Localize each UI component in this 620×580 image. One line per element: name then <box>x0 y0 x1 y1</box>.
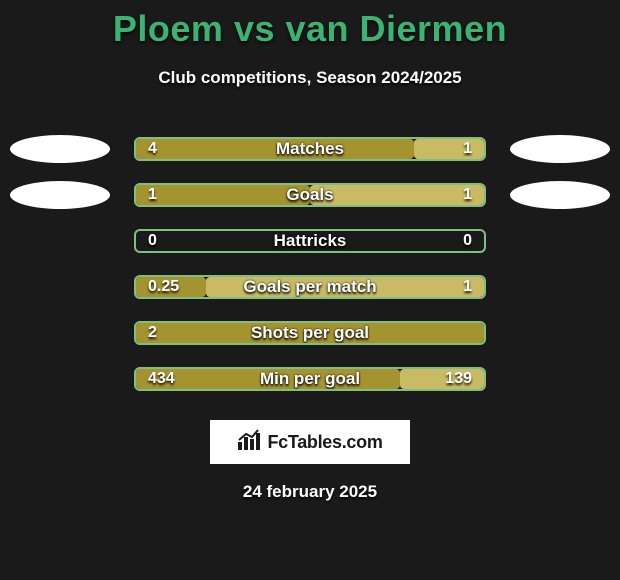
stat-bar-fill-right <box>414 139 484 159</box>
subtitle: Club competitions, Season 2024/2025 <box>0 68 620 88</box>
stat-row: 0.251Goals per match <box>0 264 620 310</box>
player-ellipse-right <box>510 181 610 209</box>
stat-value-left: 0 <box>136 231 169 251</box>
stat-row: 434139Min per goal <box>0 356 620 402</box>
stat-bar-fill-left <box>136 277 206 297</box>
page-title: Ploem vs van Diermen <box>0 8 620 50</box>
player-ellipse-right <box>510 135 610 163</box>
stat-row: 2Shots per goal <box>0 310 620 356</box>
brand-badge: FcTables.com <box>210 420 410 464</box>
stat-value-right: 0 <box>451 231 484 251</box>
stat-row: 11Goals <box>0 172 620 218</box>
stat-bar-fill-right <box>400 369 484 389</box>
stat-bar-track: 11Goals <box>134 183 486 207</box>
stat-bar-fill-left <box>136 185 310 205</box>
stat-bar-fill-right <box>310 185 484 205</box>
stat-bar-fill-left <box>136 369 400 389</box>
comparison-infographic: Ploem vs van Diermen Club competitions, … <box>0 0 620 580</box>
stat-bar-track: 0 0Hattricks <box>134 229 486 253</box>
player-ellipse-left <box>10 181 110 209</box>
stat-bar-fill-left <box>136 139 414 159</box>
stat-label: Hattricks <box>136 231 484 251</box>
stat-bar-fill-left <box>136 323 484 343</box>
stat-bar-fill-right <box>206 277 484 297</box>
stat-row: 0 0Hattricks <box>0 218 620 264</box>
date-line: 24 february 2025 <box>0 482 620 502</box>
player-ellipse-left <box>10 135 110 163</box>
stat-row: 41Matches <box>0 126 620 172</box>
stats-chart: 41Matches 11Goals 0 0Hattricks 0.251Goals pe… <box>0 126 620 402</box>
brand-text: FcTables.com <box>267 432 382 453</box>
stat-bar-track: 2Shots per goal <box>134 321 486 345</box>
stat-bar-track: 0.251Goals per match <box>134 275 486 299</box>
stat-bar-track: 41Matches <box>134 137 486 161</box>
stat-bar-track: 434139Min per goal <box>134 367 486 391</box>
brand-chart-icon <box>237 429 263 456</box>
